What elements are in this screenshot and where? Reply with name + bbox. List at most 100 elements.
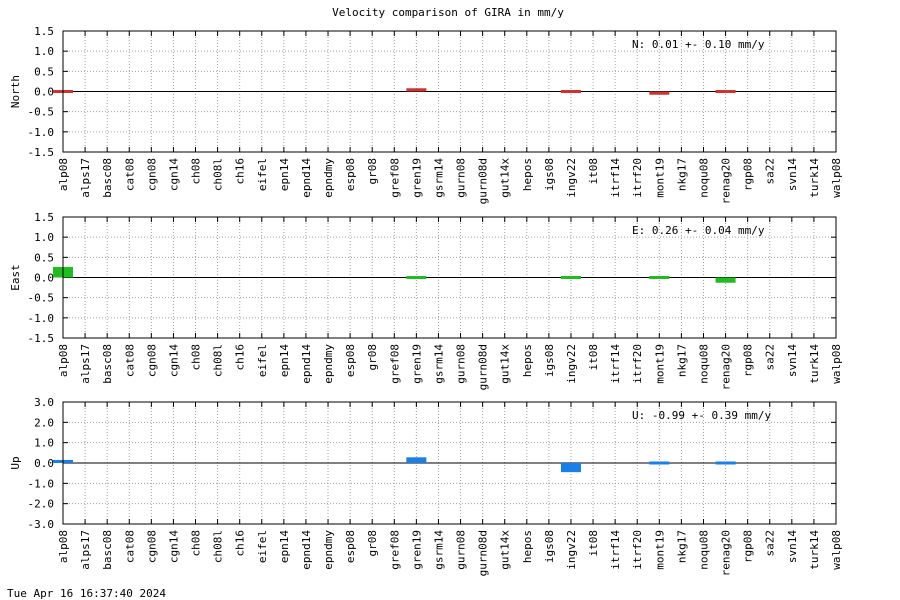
- bar-north-ingv22: [560, 90, 581, 93]
- y-tick-label: 0.5: [34, 251, 54, 264]
- x-tick-label-noqu08: noqu08: [697, 158, 710, 198]
- x-tick-label-gren19: gren19: [410, 344, 423, 384]
- y-tick-label: 0.0: [34, 272, 54, 285]
- x-tick-label-hepos: hepos: [521, 530, 534, 563]
- x-tick-label-epn14: epn14: [278, 158, 291, 191]
- x-tick-label-eifel: eifel: [256, 158, 269, 191]
- x-tick-label-cgn08: cgn08: [145, 530, 158, 563]
- x-tick-label-nkg17: nkg17: [675, 158, 688, 191]
- x-tick-label-epnd14: epnd14: [300, 530, 313, 570]
- x-tick-label-itrf14: itrf14: [609, 158, 622, 198]
- x-tick-label-ch08: ch08: [190, 530, 203, 557]
- x-tick-label-noqu08: noqu08: [697, 530, 710, 570]
- x-tick-label-epnd14: epnd14: [300, 344, 313, 384]
- timestamp-footer: Tue Apr 16 16:37:40 2024: [7, 587, 166, 600]
- x-tick-label-epn14: epn14: [278, 530, 291, 563]
- x-tick-label-alps17: alps17: [79, 530, 92, 570]
- x-tick-label-noqu08: noqu08: [697, 344, 710, 384]
- bar-up-gren19: [406, 457, 427, 463]
- x-tick-label-turk14: turk14: [808, 158, 821, 198]
- x-tick-label-gr08: gr08: [366, 158, 379, 185]
- x-tick-label-turk14: turk14: [808, 344, 821, 384]
- x-tick-label-gut14x: gut14x: [499, 344, 512, 384]
- plot-frame: [62, 401, 837, 525]
- x-tick-label-igs08: igs08: [543, 530, 556, 563]
- y-tick-label: -1.0: [28, 477, 55, 490]
- x-tick-label-epndmy: epndmy: [322, 530, 335, 570]
- x-tick-label-alps17: alps17: [79, 158, 92, 198]
- x-tick-label-gren19: gren19: [410, 158, 423, 198]
- y-tick-label: 0.5: [34, 65, 54, 78]
- x-tick-label-basc08: basc08: [101, 158, 114, 198]
- y-tick-label: 3.0: [34, 396, 54, 409]
- bar-up-mont19: [649, 461, 670, 465]
- x-tick-label-gsrm14: gsrm14: [432, 530, 445, 570]
- x-tick-label-epndmy: epndmy: [322, 344, 335, 384]
- x-tick-label-basc08: basc08: [101, 344, 114, 384]
- bar-east-ingv22: [560, 276, 581, 279]
- bar-east-mont19: [649, 276, 670, 279]
- x-tick-label-gref08: gref08: [388, 158, 401, 198]
- x-tick-label-ch08l: ch08l: [212, 344, 225, 377]
- x-tick-label-svn14: svn14: [786, 530, 799, 563]
- x-tick-label-epndmy: epndmy: [322, 158, 335, 198]
- x-tick-label-gr08: gr08: [366, 344, 379, 371]
- x-tick-label-sa22: sa22: [764, 530, 777, 557]
- y-tick-label: -1.5: [28, 332, 55, 345]
- x-tick-label-itrf20: itrf20: [631, 530, 644, 570]
- x-tick-label-gren19: gren19: [410, 530, 423, 570]
- x-tick-label-esp08: esp08: [344, 344, 357, 377]
- x-tick-label-ch08: ch08: [190, 344, 203, 371]
- x-tick-label-ch08: ch08: [190, 158, 203, 185]
- x-tick-label-it08: it08: [587, 158, 600, 185]
- x-tick-label-walp08: walp08: [830, 530, 843, 570]
- bar-east-gren19: [406, 276, 427, 279]
- summary-label-east: E: 0.26 +- 0.04 mm/y: [632, 224, 765, 237]
- x-tick-label-alp08: alp08: [57, 344, 70, 377]
- x-tick-label-gurn08d: gurn08d: [477, 158, 490, 204]
- x-tick-label-rgp08: rgp08: [742, 530, 755, 563]
- y-tick-label: -1.0: [28, 312, 55, 325]
- panel-east: 1.5 1.0 0.5 0.0 -0.5 -1.0 -1.5 E: 0.26 +- 0.04 …: [9, 211, 843, 390]
- x-tick-label-itrf14: itrf14: [609, 530, 622, 570]
- bar-up-ingv22: [560, 463, 581, 473]
- plot-frame: [62, 216, 837, 339]
- x-tick-label-gut14x: gut14x: [499, 158, 512, 198]
- y-tick-label: 1.5: [34, 211, 54, 224]
- x-tick-label-mont19: mont19: [653, 344, 666, 384]
- x-tick-label-cgn08: cgn08: [145, 158, 158, 191]
- x-tick-label-cat08: cat08: [123, 530, 136, 563]
- x-tick-label-nkg17: nkg17: [675, 530, 688, 563]
- x-tick-label-rgp08: rgp08: [742, 158, 755, 191]
- y-tick-label: 2.0: [34, 416, 54, 429]
- x-tick-label-ingv22: ingv22: [565, 158, 578, 198]
- x-tick-label-mont19: mont19: [653, 158, 666, 198]
- x-tick-label-ingv22: ingv22: [565, 530, 578, 570]
- y-tick-label: -1.0: [28, 126, 55, 139]
- x-tick-label-gurn08: gurn08: [455, 530, 468, 570]
- x-tick-label-igs08: igs08: [543, 158, 556, 191]
- x-tick-label-walp08: walp08: [830, 344, 843, 384]
- x-tick-label-cat08: cat08: [123, 158, 136, 191]
- x-tick-label-itrf20: itrf20: [631, 158, 644, 198]
- x-tick-label-renag20: renag20: [720, 344, 733, 390]
- x-tick-label-cgn14: cgn14: [167, 344, 180, 377]
- x-tick-label-gurn08d: gurn08d: [477, 530, 490, 576]
- y-tick-label: 0.0: [34, 86, 54, 99]
- x-tick-label-gref08: gref08: [388, 344, 401, 384]
- x-tick-label-cat08: cat08: [123, 344, 136, 377]
- plot-frame: [62, 30, 837, 153]
- bar-east-renag20: [715, 277, 736, 283]
- x-tick-label-cgn14: cgn14: [167, 158, 180, 191]
- x-tick-label-ch16: ch16: [234, 344, 247, 371]
- x-tick-label-alps17: alps17: [79, 344, 92, 384]
- summary-label-north: N: 0.01 +- 0.10 mm/y: [632, 38, 765, 51]
- x-tick-label-gurn08d: gurn08d: [477, 344, 490, 390]
- y-tick-label: 0.0: [34, 457, 54, 470]
- y-tick-label: -0.5: [28, 106, 55, 119]
- x-tick-label-eifel: eifel: [256, 344, 269, 377]
- x-tick-label-sa22: sa22: [764, 158, 777, 185]
- y-axis-label-north: North: [9, 75, 22, 108]
- panel-north: 1.5 1.0 0.5 0.0 -0.5 -1.0 -1.5 N: 0.01 +- 0.10 …: [9, 25, 843, 204]
- x-tick-label-esp08: esp08: [344, 158, 357, 191]
